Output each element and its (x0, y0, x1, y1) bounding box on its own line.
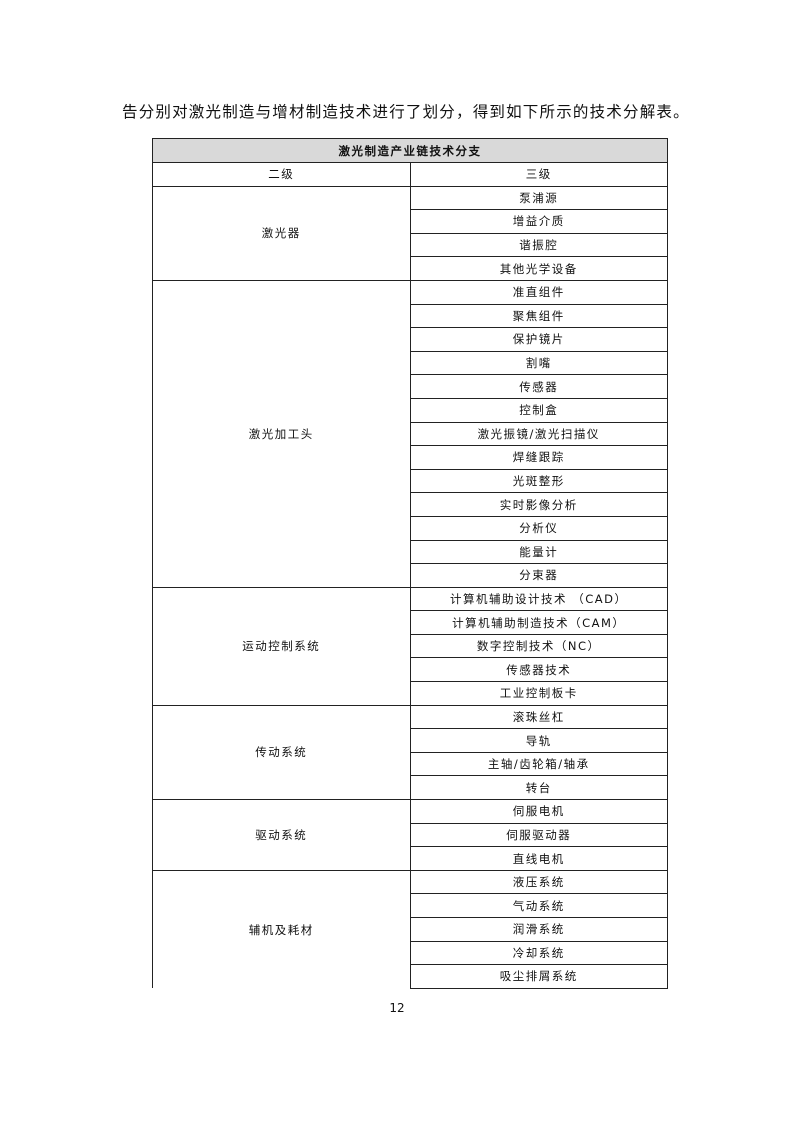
level-3-cell: 气动系统 (409, 893, 668, 918)
table-title-row: 激光制造产业链技术分支 (152, 138, 668, 163)
level-3-cell: 焊缝跟踪 (409, 445, 668, 470)
table-row: 传动系统 滚珠丝杠 (152, 704, 668, 801)
table-row: 聚焦组件 (153, 303, 668, 329)
level-3-cell: 能量计 (409, 539, 668, 565)
level-3-cell: 准直组件 (409, 279, 668, 305)
table-row: 谐振腔 (153, 232, 668, 258)
table-row: 计算机辅助制造技术（CAM） (153, 610, 668, 635)
level-3-cell: 保护镜片 (409, 327, 668, 352)
intro-paragraph: 告分别对激光制造与增材制造技术进行了划分，得到如下所示的技术分解表。 (122, 103, 690, 121)
level-3-cell: 伺服电机 (409, 799, 668, 824)
level-3-cell: 工业控制板卡 (409, 681, 668, 706)
header-level-2: 二级 (152, 162, 411, 187)
level-3-cell: 聚焦组件 (409, 303, 668, 329)
level-3-cell: 激光振镜/激光扫描仪 (409, 421, 668, 447)
table-row: 控制盒 (153, 397, 668, 423)
table-row: 激光器 泵浦源 (152, 185, 668, 281)
table-row: 分析仪 (153, 515, 668, 541)
level-3-cell: 数字控制技术（NC） (409, 633, 668, 659)
level-3-cell: 计算机辅助设计技术 （CAD） (409, 586, 668, 612)
table-row: 光斑整形 (153, 468, 668, 494)
level-2-cell: 驱动系统 (152, 799, 411, 871)
table-title: 激光制造产业链技术分支 (152, 138, 668, 163)
table-row: 导轨 (153, 728, 668, 753)
table-row: 分束器 (153, 563, 668, 588)
table-row: 实时影像分析 (153, 492, 668, 517)
page-number: 12 (389, 1001, 405, 1015)
level-2-cell: 激光器 (152, 185, 411, 281)
level-3-cell: 液压系统 (409, 869, 668, 895)
level-3-cell: 主轴/齿轮箱/轴承 (409, 751, 668, 777)
level-2-cell: 激光加工头 (152, 279, 411, 588)
table-row: 割嘴 (153, 350, 668, 376)
table-row: 能量计 (153, 539, 668, 565)
level-3-cell: 分析仪 (409, 515, 668, 541)
tech-breakdown-table: 激光制造产业链技术分支 二级 三级 激光器 泵浦源 增益介质 谐振腔 其他光学设备 激光加… (152, 138, 668, 989)
level-3-cell: 冷却系统 (409, 940, 668, 966)
level-3-cell: 传感器技术 (409, 657, 668, 683)
level-3-cell: 光斑整形 (409, 468, 668, 494)
level-3-cell: 控制盒 (409, 397, 668, 423)
table-row: 吸尘排屑系统 (153, 964, 668, 989)
level-3-cell: 导轨 (409, 728, 668, 753)
table-row: 辅机及耗材 液压系统 (152, 869, 668, 989)
level-3-cell: 割嘴 (409, 350, 668, 376)
level-3-cell: 吸尘排屑系统 (409, 964, 668, 989)
level-3-cell: 伺服驱动器 (409, 822, 668, 848)
table-row: 激光振镜/激光扫描仪 (153, 421, 668, 447)
level-3-cell: 实时影像分析 (409, 492, 668, 517)
table-row: 冷却系统 (153, 940, 668, 966)
level-3-cell: 其他光学设备 (409, 256, 668, 281)
table-row: 焊缝跟踪 (153, 445, 668, 470)
level-3-cell: 泵浦源 (409, 185, 668, 211)
level-2-cell: 运动控制系统 (152, 586, 411, 706)
level-2-cell: 传动系统 (152, 704, 411, 801)
level-3-cell: 滚珠丝杠 (409, 704, 668, 730)
level-3-cell: 润滑系统 (409, 917, 668, 942)
level-3-cell: 谐振腔 (409, 232, 668, 258)
table-row: 直线电机 (153, 846, 668, 871)
table-row: 增益介质 (153, 209, 668, 234)
table-row: 驱动系统 伺服电机 (152, 799, 668, 871)
level-2-cell: 辅机及耗材 (152, 869, 411, 989)
table-row: 保护镜片 (153, 327, 668, 352)
table-row: 激光加工头 准直组件 (152, 279, 668, 588)
level-3-cell: 计算机辅助制造技术（CAM） (409, 610, 668, 635)
header-level-3: 三级 (409, 162, 668, 187)
level-3-cell: 直线电机 (409, 846, 668, 871)
table-row: 润滑系统 (153, 917, 668, 942)
table-row: 运动控制系统 计算机辅助设计技术 （CAD） (152, 586, 668, 706)
level-3-cell: 传感器 (409, 374, 668, 399)
table-row: 其他光学设备 (153, 256, 668, 281)
table-row: 传感器 (153, 374, 668, 399)
table-row: 主轴/齿轮箱/轴承 (153, 751, 668, 777)
table-header-row: 二级 三级 (152, 162, 668, 187)
level-3-cell: 增益介质 (409, 209, 668, 234)
table-row: 数字控制技术（NC） (153, 633, 668, 659)
level-3-cell: 分束器 (409, 563, 668, 588)
level-3-cell: 转台 (409, 775, 668, 801)
